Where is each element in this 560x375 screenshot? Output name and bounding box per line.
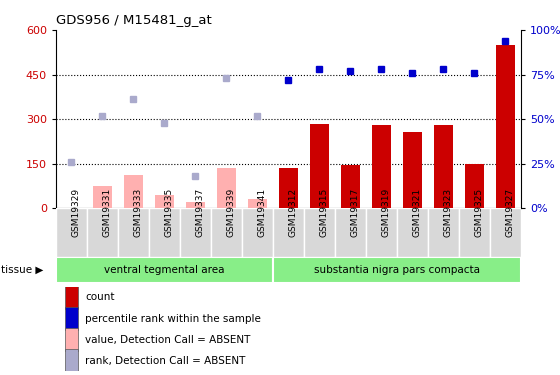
Bar (279, 168, 298, 208)
Bar (248, 199, 267, 208)
Bar (459, 208, 490, 257)
Bar (372, 125, 391, 208)
Bar (217, 168, 236, 208)
Text: GSM19319: GSM19319 (381, 188, 390, 237)
Text: rank, Detection Call = ABSENT: rank, Detection Call = ABSENT (85, 356, 246, 366)
Bar (56, 257, 273, 283)
Bar (66, 328, 78, 351)
Bar (403, 132, 422, 208)
Bar (87, 208, 118, 257)
Bar (66, 349, 78, 372)
Bar (93, 186, 112, 208)
Text: GSM19312: GSM19312 (288, 188, 297, 237)
Bar (341, 165, 360, 208)
Text: GSM19325: GSM19325 (474, 188, 483, 237)
Bar (366, 208, 397, 257)
Bar (66, 307, 78, 330)
Text: value, Detection Call = ABSENT: value, Detection Call = ABSENT (85, 334, 251, 345)
Text: GSM19335: GSM19335 (165, 188, 174, 237)
Text: percentile rank within the sample: percentile rank within the sample (85, 314, 261, 324)
Text: GSM19321: GSM19321 (412, 188, 421, 237)
Bar (66, 286, 78, 309)
Bar (434, 125, 452, 208)
Text: GSM19333: GSM19333 (133, 188, 142, 237)
Bar (242, 208, 273, 257)
Text: GSM19329: GSM19329 (72, 188, 81, 237)
Bar (428, 208, 459, 257)
Text: ventral tegmental area: ventral tegmental area (104, 265, 225, 275)
Text: GSM19339: GSM19339 (226, 188, 235, 237)
Text: GSM19323: GSM19323 (444, 188, 452, 237)
Bar (149, 208, 180, 257)
Bar (180, 208, 211, 257)
Text: tissue ▶: tissue ▶ (1, 265, 43, 275)
Text: GSM19341: GSM19341 (258, 188, 267, 237)
Bar (465, 164, 484, 208)
Bar (62, 207, 81, 208)
Bar (273, 208, 304, 257)
Text: GSM19337: GSM19337 (195, 188, 204, 237)
Bar (490, 208, 521, 257)
Bar (124, 176, 143, 208)
Bar (335, 208, 366, 257)
Bar (273, 257, 521, 283)
Bar (304, 208, 335, 257)
Bar (310, 123, 329, 208)
Bar (397, 208, 428, 257)
Text: GSM19317: GSM19317 (351, 188, 360, 237)
Text: substantia nigra pars compacta: substantia nigra pars compacta (314, 265, 480, 275)
Text: GDS956 / M15481_g_at: GDS956 / M15481_g_at (56, 15, 212, 27)
Text: GSM19315: GSM19315 (319, 188, 328, 237)
Bar (211, 208, 242, 257)
Bar (496, 45, 515, 208)
Text: count: count (85, 292, 115, 302)
Text: GSM19331: GSM19331 (102, 188, 111, 237)
Text: GSM19327: GSM19327 (505, 188, 514, 237)
Bar (118, 208, 149, 257)
Bar (155, 195, 174, 208)
Bar (186, 202, 205, 208)
Bar (56, 208, 87, 257)
